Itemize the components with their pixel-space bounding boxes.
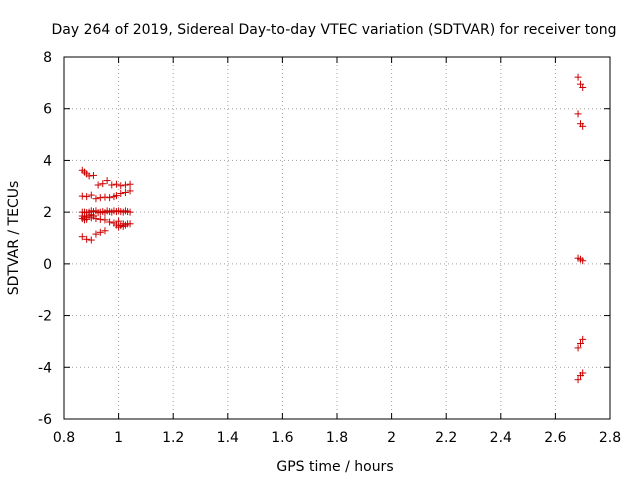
- x-tick-label: 1.6: [271, 430, 293, 446]
- data-point: [83, 215, 91, 223]
- data-point: [92, 215, 100, 223]
- data-point: [83, 193, 91, 201]
- data-point: [121, 181, 129, 189]
- y-tick-label: 2: [43, 205, 52, 221]
- data-point: [574, 110, 582, 118]
- data-point: [126, 220, 134, 228]
- data-point: [121, 188, 129, 196]
- data-point: [94, 181, 102, 189]
- data-point: [103, 177, 111, 185]
- x-tick-label: 2.6: [544, 430, 566, 446]
- x-tick-label: 2: [387, 430, 396, 446]
- chart-title: Day 264 of 2019, Sidereal Day-to-day VTE…: [51, 22, 616, 38]
- data-point: [126, 187, 134, 195]
- data-point: [92, 195, 100, 203]
- y-tick-label: 4: [43, 153, 52, 169]
- y-axis-title: SDTVAR / TECUs: [6, 181, 22, 296]
- data-point: [101, 216, 109, 224]
- grid: [64, 57, 610, 419]
- data-point: [101, 227, 109, 235]
- x-tick-label: 2.8: [599, 430, 621, 446]
- x-tick-labels: 0.8 1 1.2 1.4 1.6 1.8 2 2.2 2.4 2.6 2.8: [53, 430, 621, 446]
- data-point: [85, 172, 93, 180]
- data-points: [78, 73, 587, 384]
- data-point: [96, 228, 104, 236]
- x-tick-label: 1.2: [162, 430, 184, 446]
- y-tick-label: 8: [43, 50, 52, 66]
- y-tick-labels: -6 -4 -2 0 2 4 6 8: [38, 50, 52, 428]
- data-point: [110, 193, 118, 201]
- data-point: [579, 257, 587, 265]
- data-point: [574, 73, 582, 81]
- data-point: [78, 192, 86, 200]
- x-tick-label: 0.8: [53, 430, 75, 446]
- data-point: [579, 122, 587, 130]
- data-point: [126, 180, 134, 188]
- data-point: [106, 218, 114, 226]
- data-point: [577, 339, 585, 347]
- data-point: [579, 369, 587, 377]
- data-point: [579, 335, 587, 343]
- data-point: [108, 181, 116, 189]
- data-point: [83, 235, 91, 243]
- plot-frame: [63, 56, 611, 420]
- data-point: [87, 214, 95, 222]
- data-point: [87, 191, 95, 199]
- data-point: [89, 171, 97, 179]
- data-point: [101, 193, 109, 201]
- data-point: [121, 221, 129, 229]
- y-tick-label: -2: [38, 309, 52, 325]
- data-point: [96, 215, 104, 223]
- y-tick-label: -6: [38, 412, 52, 428]
- x-tick-label: 1: [114, 430, 123, 446]
- data-point: [96, 194, 104, 202]
- x-tick-label: 1.4: [217, 430, 239, 446]
- data-point: [106, 194, 114, 202]
- x-axis-title: GPS time / hours: [276, 459, 393, 475]
- y-tick-label: 6: [43, 102, 52, 118]
- y-tick-label: -4: [38, 360, 52, 376]
- data-point: [574, 344, 582, 352]
- data-point: [115, 217, 123, 225]
- x-tick-label: 2.4: [490, 430, 512, 446]
- data-point: [117, 190, 125, 198]
- data-point: [92, 230, 100, 238]
- x-tick-label: 2.2: [435, 430, 457, 446]
- data-point: [78, 233, 86, 241]
- data-point: [126, 208, 134, 216]
- data-point: [87, 236, 95, 244]
- data-point: [117, 182, 125, 190]
- data-point: [99, 180, 107, 188]
- data-point: [112, 180, 120, 188]
- y-tick-label: 0: [43, 257, 52, 273]
- x-tick-label: 1.8: [326, 430, 348, 446]
- data-point: [574, 376, 582, 384]
- data-point: [579, 84, 587, 92]
